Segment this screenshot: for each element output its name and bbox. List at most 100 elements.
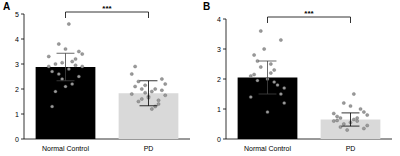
point — [130, 72, 133, 75]
point — [356, 116, 359, 119]
point — [352, 118, 355, 121]
y-tick-label: 4 — [15, 36, 19, 43]
y-tick-label: 5 — [15, 11, 19, 18]
point — [366, 124, 369, 127]
point — [64, 85, 67, 88]
point — [356, 119, 359, 122]
y-tick-label: 0 — [217, 136, 221, 143]
panel: B01234Normal ControlPD*** — [203, 1, 392, 152]
x-tick-label: Normal Control — [42, 145, 90, 152]
y-tick — [223, 109, 226, 110]
y-tick — [223, 79, 226, 80]
point — [47, 55, 50, 58]
point — [71, 82, 74, 85]
point — [144, 91, 147, 94]
point — [279, 38, 282, 41]
point — [51, 70, 54, 73]
point — [160, 77, 163, 80]
point — [253, 53, 256, 56]
y-tick — [21, 14, 24, 15]
point — [366, 113, 369, 116]
y-tick — [21, 114, 24, 115]
point — [339, 116, 342, 119]
point — [67, 67, 70, 70]
point — [54, 62, 57, 65]
y-tick-label: 1 — [15, 111, 19, 118]
panel: A012345Normal ControlPD*** — [3, 1, 190, 152]
point — [253, 73, 256, 76]
point — [342, 101, 345, 104]
marks — [238, 29, 381, 139]
point — [134, 85, 137, 88]
point — [352, 92, 355, 95]
point — [279, 92, 282, 95]
point — [362, 110, 365, 113]
point — [269, 62, 272, 65]
point — [61, 77, 64, 80]
point — [273, 80, 276, 83]
y-tick-label: 3 — [15, 61, 19, 68]
annotation: *** — [304, 9, 314, 18]
point — [74, 57, 77, 60]
figure: A012345Normal ControlPD***B01234Normal C… — [0, 0, 400, 156]
y-tick — [21, 39, 24, 40]
annotation: *** — [102, 4, 112, 13]
point — [263, 47, 266, 50]
point — [61, 61, 64, 64]
point — [336, 119, 339, 122]
marks — [36, 22, 179, 139]
point — [77, 50, 80, 53]
point — [71, 60, 74, 63]
point — [134, 65, 137, 68]
x-tick-label: PD — [346, 145, 356, 152]
point — [154, 87, 157, 90]
point — [346, 128, 349, 131]
y-axis — [24, 14, 25, 139]
point — [157, 99, 160, 102]
point — [256, 79, 259, 82]
point — [332, 112, 335, 115]
error-bar — [259, 61, 277, 94]
point — [47, 65, 50, 68]
y-tick — [223, 19, 226, 20]
point — [157, 102, 160, 105]
y-tick-label: 2 — [217, 76, 221, 83]
point — [349, 104, 352, 107]
y-tick-label: 4 — [217, 16, 221, 23]
point — [137, 100, 140, 103]
point — [140, 87, 143, 90]
point — [273, 68, 276, 71]
y-tick — [223, 49, 226, 50]
error-bar — [57, 53, 75, 81]
point — [160, 89, 163, 92]
panel-title: B — [203, 1, 210, 12]
error-bar — [140, 81, 158, 106]
point — [259, 29, 262, 32]
point — [249, 95, 252, 98]
point — [283, 101, 286, 104]
point — [130, 92, 133, 95]
point — [336, 115, 339, 118]
point — [57, 72, 60, 75]
point — [362, 127, 365, 130]
point — [269, 71, 272, 74]
point — [332, 119, 335, 122]
x-tick-label: PD — [144, 145, 154, 152]
point — [342, 122, 345, 125]
point — [249, 74, 252, 77]
point — [164, 94, 167, 97]
y-tick — [21, 89, 24, 90]
y-tick-label: 2 — [15, 86, 19, 93]
point — [51, 105, 54, 108]
y-tick — [21, 139, 24, 140]
y-tick-label: 0 — [15, 136, 19, 143]
point — [67, 22, 70, 25]
y-tick-label: 3 — [217, 46, 221, 53]
point — [140, 97, 143, 100]
point — [144, 84, 147, 87]
point — [266, 110, 269, 113]
point — [150, 107, 153, 110]
point — [81, 65, 84, 68]
point — [276, 83, 279, 86]
point — [54, 90, 57, 93]
